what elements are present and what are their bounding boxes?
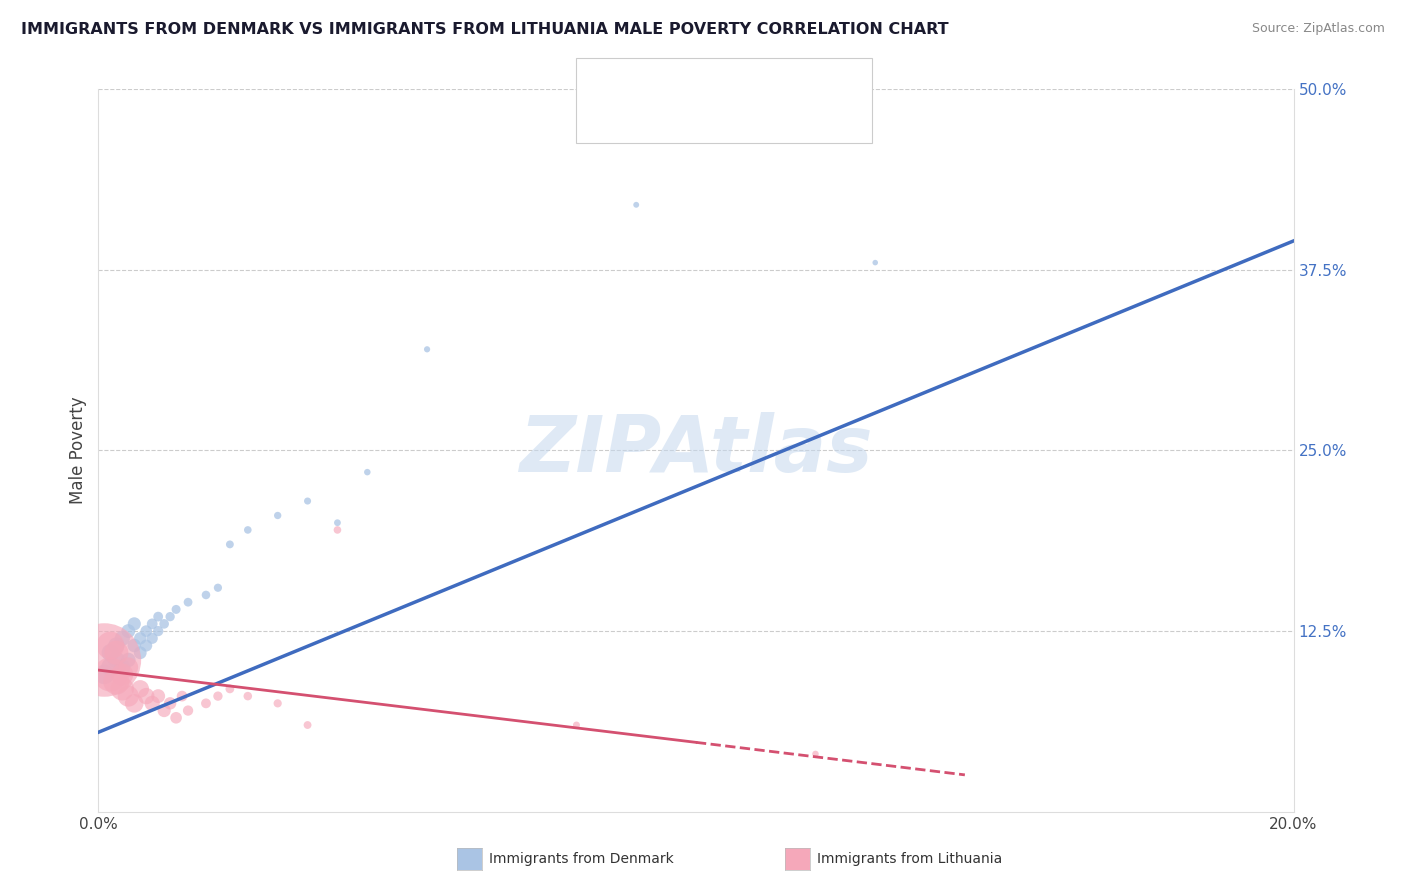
Point: [326, 516, 349, 530]
Point: [865, 255, 887, 269]
Point: [117, 653, 139, 667]
Point: [98, 646, 122, 660]
Point: [195, 588, 218, 602]
Point: [105, 674, 128, 689]
Point: [148, 609, 170, 624]
Text: 0.573: 0.573: [668, 76, 707, 90]
Text: R =: R =: [630, 76, 659, 90]
Point: [153, 704, 176, 718]
Text: Source: ZipAtlas.com: Source: ZipAtlas.com: [1251, 22, 1385, 36]
Point: [111, 681, 134, 696]
Point: [297, 494, 319, 508]
Point: [626, 198, 648, 212]
Y-axis label: Male Poverty: Male Poverty: [69, 397, 87, 504]
Point: [356, 465, 378, 479]
Point: [148, 624, 170, 639]
Text: Immigrants from Lithuania: Immigrants from Lithuania: [817, 852, 1002, 866]
Point: [416, 343, 439, 357]
Point: [177, 704, 200, 718]
Text: -0.375: -0.375: [661, 110, 704, 124]
Point: [165, 711, 187, 725]
Point: [98, 667, 122, 681]
Point: [177, 595, 200, 609]
Point: [124, 696, 146, 710]
Point: [105, 639, 128, 653]
Text: N =: N =: [713, 76, 744, 90]
Point: [207, 581, 229, 595]
Point: [98, 660, 122, 674]
Point: [93, 667, 115, 681]
Text: 35: 35: [747, 76, 763, 90]
Point: [135, 639, 157, 653]
Point: [129, 632, 152, 646]
Point: [326, 523, 349, 537]
Text: ZIPAtlas: ZIPAtlas: [519, 412, 873, 489]
Point: [267, 508, 290, 523]
Point: [236, 689, 259, 703]
Text: N =: N =: [713, 110, 744, 124]
Point: [219, 537, 242, 551]
Point: [565, 718, 588, 732]
Point: [159, 696, 181, 710]
Point: [124, 616, 146, 631]
Point: [135, 624, 157, 639]
Point: [98, 639, 122, 653]
Point: [141, 632, 163, 646]
Text: Immigrants from Denmark: Immigrants from Denmark: [489, 852, 673, 866]
Point: [93, 653, 115, 667]
Point: [165, 602, 187, 616]
Point: [153, 616, 176, 631]
Text: 28: 28: [747, 110, 765, 124]
Point: [172, 689, 194, 703]
Point: [141, 696, 163, 710]
Point: [117, 660, 139, 674]
Point: [141, 616, 163, 631]
Text: IMMIGRANTS FROM DENMARK VS IMMIGRANTS FROM LITHUANIA MALE POVERTY CORRELATION CH: IMMIGRANTS FROM DENMARK VS IMMIGRANTS FR…: [21, 22, 949, 37]
Point: [195, 696, 218, 710]
Point: [117, 689, 139, 703]
Point: [111, 660, 134, 674]
Point: [207, 689, 229, 703]
Point: [105, 646, 128, 660]
Point: [159, 609, 181, 624]
Point: [219, 681, 242, 696]
Point: [111, 632, 134, 646]
Point: [297, 718, 319, 732]
Point: [105, 653, 128, 667]
Point: [129, 681, 152, 696]
Point: [236, 523, 259, 537]
Point: [129, 646, 152, 660]
Text: R =: R =: [630, 110, 659, 124]
Point: [267, 696, 290, 710]
Point: [111, 667, 134, 681]
Point: [804, 747, 827, 761]
Point: [135, 689, 157, 703]
Point: [148, 689, 170, 703]
Point: [124, 639, 146, 653]
Point: [117, 624, 139, 639]
